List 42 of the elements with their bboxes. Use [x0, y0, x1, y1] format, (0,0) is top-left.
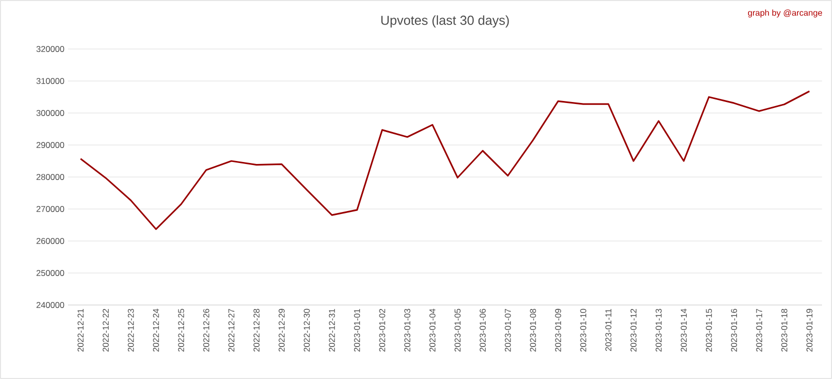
x-tick-label: 2023-01-11 [605, 308, 612, 351]
x-tick-label: 2023-01-06 [480, 308, 486, 352]
y-tick-label: 250000 [36, 270, 64, 276]
x-tick-label: 2023-01-18 [781, 308, 788, 352]
x-tick-label: 2022-12-25 [178, 308, 184, 352]
x-tick-label: 2023-01-04 [429, 308, 436, 352]
x-tick-label: 2023-01-03 [404, 308, 410, 352]
y-tick-label: 270000 [36, 206, 64, 212]
x-tick-label: 2022-12-24 [152, 308, 159, 352]
x-tick-label: 2022-12-31 [328, 308, 335, 352]
x-tick-label: 2023-01-17 [756, 308, 762, 352]
x-tick-label: 2022-12-26 [203, 308, 210, 352]
y-tick-label: 260000 [36, 238, 64, 244]
y-tick-label: 310000 [36, 78, 64, 84]
x-tick-label: 2022-12-29 [278, 308, 285, 352]
text: graph by @arcange [748, 10, 822, 18]
x-tick-label: 2022-12-23 [128, 308, 134, 352]
x-tick-label: 2022-12-30 [304, 308, 310, 352]
x-tick-label: 2022-12-27 [228, 308, 234, 352]
x-tick-label: 2023-01-02 [379, 308, 386, 352]
chart-title: Upvotes (last 30 days) [381, 15, 509, 28]
x-tick-label: 2023-01-16 [731, 308, 738, 352]
x-tick-label: 2022-12-21 [78, 308, 84, 352]
x-tick-label: 2022-12-28 [254, 308, 260, 352]
x-tick-label: 2023-01-13 [656, 308, 662, 352]
x-tick-label: 2023-01-08 [530, 308, 536, 352]
x-tick-label: 2023-01-14 [680, 308, 687, 352]
x-tick-label: 2023-01-07 [504, 308, 511, 352]
x-tick-label: 2023-01-19 [806, 308, 812, 352]
y-tick-label: 290000 [36, 142, 64, 148]
x-tick-label: 2022-12-22 [102, 308, 109, 352]
x-tick-label: 2023-01-12 [630, 308, 637, 352]
line-series [80, 90, 810, 230]
x-tick-label: 2023-01-05 [454, 308, 461, 352]
x-tick-label: 2023-01-10 [580, 308, 586, 352]
x-tick-label: 2023-01-15 [706, 308, 712, 352]
y-tick-label: 240000 [36, 302, 64, 308]
y-tick-label: 300000 [36, 110, 64, 116]
y-tick-label: 320000 [36, 46, 64, 52]
y-tick-label: 280000 [36, 174, 64, 180]
x-tick-label: 2023-01-01 [354, 308, 360, 352]
x-tick-label: 2023-01-09 [555, 308, 562, 352]
